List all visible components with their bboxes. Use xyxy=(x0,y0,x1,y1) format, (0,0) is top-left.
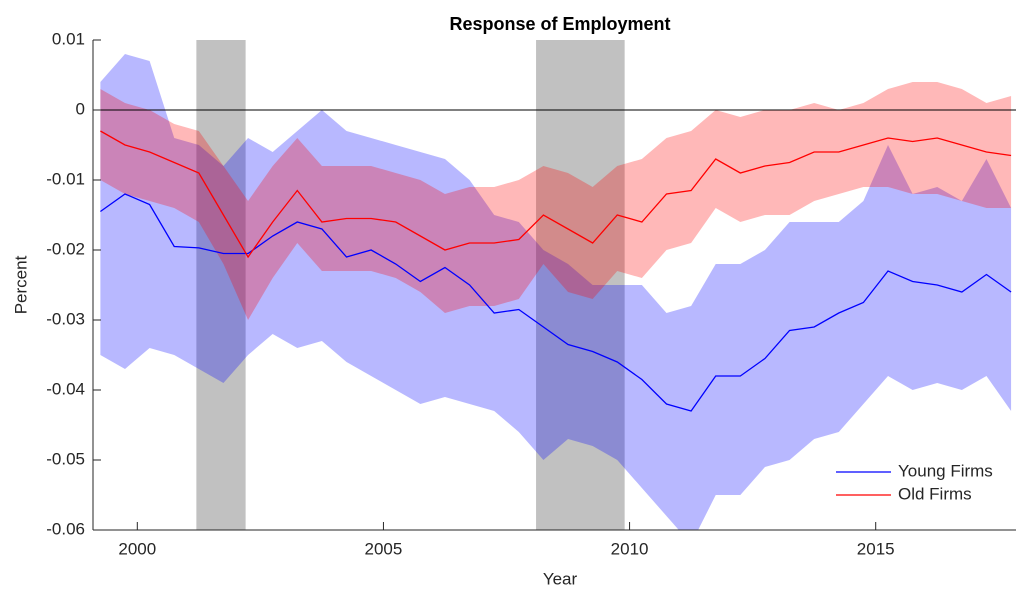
y-tick-label: -0.02 xyxy=(46,239,85,258)
legend-label: Old Firms xyxy=(898,484,972,503)
y-tick-label: -0.01 xyxy=(46,169,85,188)
confidence-band xyxy=(100,82,1012,320)
y-tick-label: 0 xyxy=(76,99,85,118)
y-axis-label: Percent xyxy=(11,255,30,314)
y-tick-label: -0.05 xyxy=(46,449,85,468)
y-tick-label: 0.01 xyxy=(52,29,85,48)
shaded-period xyxy=(536,40,625,530)
x-axis-label: Year xyxy=(543,569,578,588)
shaded-period xyxy=(196,40,246,530)
y-tick-label: -0.06 xyxy=(46,519,85,538)
confidence-band xyxy=(100,54,1012,530)
x-tick-label: 2005 xyxy=(365,539,403,558)
x-tick-label: 2000 xyxy=(118,539,156,558)
x-tick-label: 2010 xyxy=(611,539,649,558)
x-tick-label: 2015 xyxy=(857,539,895,558)
series-line xyxy=(100,130,1012,259)
y-tick-label: -0.03 xyxy=(46,309,85,328)
chart-title: Response of Employment xyxy=(449,14,670,34)
plot-area xyxy=(93,40,1016,530)
legend-label: Young Firms xyxy=(898,461,993,480)
y-tick-label: -0.04 xyxy=(46,379,85,398)
